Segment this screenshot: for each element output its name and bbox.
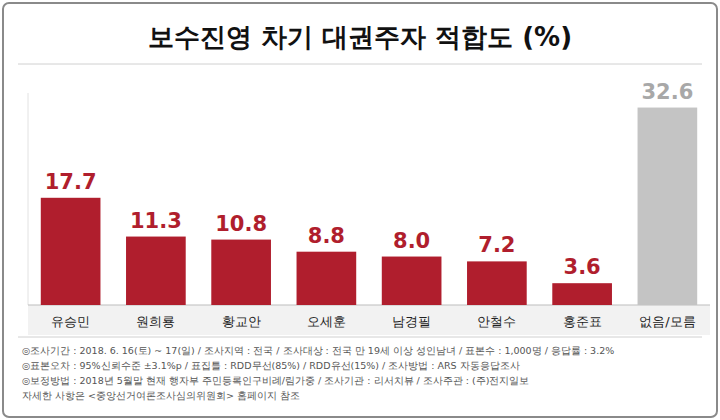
bar	[552, 283, 612, 305]
title: 보수진영 차기 대권주자 적합도 (%)	[148, 22, 572, 52]
category-label: 유승민	[51, 314, 90, 329]
footnote: ◎보정방법 : 2018년 5월말 현재 행자부 주민등록인구비례/림가중 / …	[22, 375, 529, 386]
bar	[297, 252, 357, 305]
footnote: 자세한 사항은 <중앙선거여론조사심의위원회> 홈페이지 참조	[22, 390, 300, 401]
data-label: 11.3	[130, 209, 182, 233]
bar	[41, 198, 101, 305]
category-label: 오세훈	[307, 314, 346, 329]
data-label: 8.8	[308, 224, 345, 248]
footnote: ◎조사기간 : 2018. 6. 16(토) ~ 17(일) / 조사지역 : …	[22, 345, 614, 356]
category-label: 황교안	[222, 314, 261, 329]
data-label: 3.6	[564, 255, 601, 279]
bar	[126, 237, 186, 305]
data-label: 7.2	[478, 233, 515, 257]
label-strip	[28, 305, 710, 335]
bar	[382, 257, 442, 305]
category-label: 홍준표	[563, 314, 602, 329]
data-label: 8.0	[393, 229, 430, 253]
bars	[41, 108, 697, 305]
footnote: ◎표본오차 : 95%신뢰수준 ±3.1%p / 표집틀 : RDD무선(85%…	[22, 360, 520, 371]
bar	[467, 261, 527, 305]
separator	[18, 337, 702, 338]
data-label: 17.7	[45, 170, 97, 194]
category-label: 없음/모름	[639, 314, 695, 329]
data-label: 32.6	[641, 80, 693, 104]
frame	[3, 3, 717, 417]
category-label: 원희룡	[136, 314, 175, 329]
bar	[211, 240, 271, 305]
data-label: 10.8	[215, 212, 267, 236]
category-label: 안철수	[477, 314, 516, 329]
labels: 17.7 유승민 11.3 원희룡 10.8 황교안 8.8 오세훈 8.0 남경필 7.2 안철수 3…	[45, 80, 696, 329]
bar	[638, 108, 698, 305]
y-axis-line	[28, 93, 29, 305]
category-label: 남경필	[392, 314, 431, 329]
separator	[18, 64, 702, 65]
